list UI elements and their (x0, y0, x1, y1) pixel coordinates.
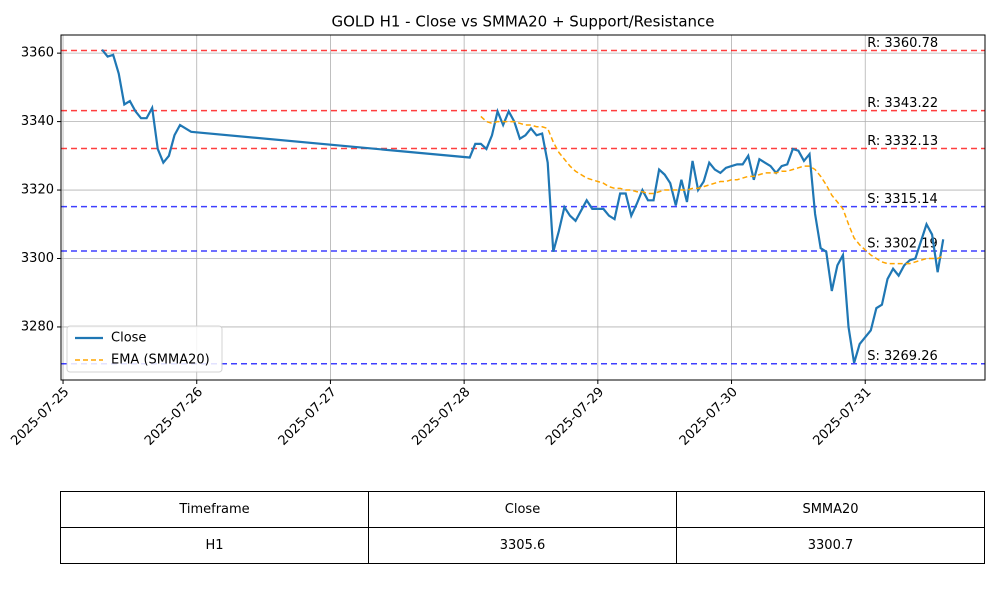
chart: GOLD H1 - Close vs SMMA20 + Support/Resi… (8, 13, 986, 449)
y-tick-label: 3340 (21, 114, 54, 129)
table-cell: 3300.7 (676, 527, 985, 564)
level-label: R: 3332.13 (867, 134, 938, 149)
y-tick-label: 3320 (21, 183, 54, 198)
table-cell: H1 (60, 527, 369, 564)
x-tick-label: 2025-07-25 (8, 385, 72, 449)
x-tick-label: 2025-07-26 (142, 385, 206, 449)
table-header: Timeframe Close SMMA20 (60, 491, 985, 528)
y-tick-label: 3360 (21, 46, 54, 61)
x-tick-label: 2025-07-31 (810, 385, 874, 449)
table-cell: 3305.6 (368, 527, 677, 564)
chart-title: GOLD H1 - Close vs SMMA20 + Support/Resi… (331, 13, 714, 31)
level-label: R: 3343.22 (867, 96, 938, 111)
summary-table: Timeframe Close SMMA20 H1 3305.6 3300.7 (60, 491, 985, 564)
x-tick-label: 2025-07-27 (276, 385, 340, 449)
header-cell: Timeframe (60, 491, 369, 528)
y-tick-label: 3280 (21, 319, 54, 334)
x-tick-label: 2025-07-28 (409, 385, 473, 449)
plot-frame (60, 34, 986, 381)
x-tick-label: 2025-07-30 (677, 385, 741, 449)
legend-box (66, 325, 223, 373)
table-row: H1 3305.6 3300.7 (60, 527, 985, 564)
level-label: S: 3315.14 (867, 192, 938, 207)
level-label: S: 3302.19 (867, 237, 938, 252)
x-tick-label: 2025-07-29 (543, 385, 607, 449)
y-tick-label: 3300 (21, 251, 54, 266)
series-line (101, 49, 945, 364)
header-cell: SMMA20 (676, 491, 985, 528)
legend-label: EMA (SMMA20) (111, 353, 210, 368)
header-cell: Close (368, 491, 677, 528)
series-line (480, 115, 944, 265)
level-label: S: 3269.26 (867, 349, 938, 364)
level-label: R: 3360.78 (867, 36, 938, 51)
legend-label: Close (111, 331, 146, 346)
